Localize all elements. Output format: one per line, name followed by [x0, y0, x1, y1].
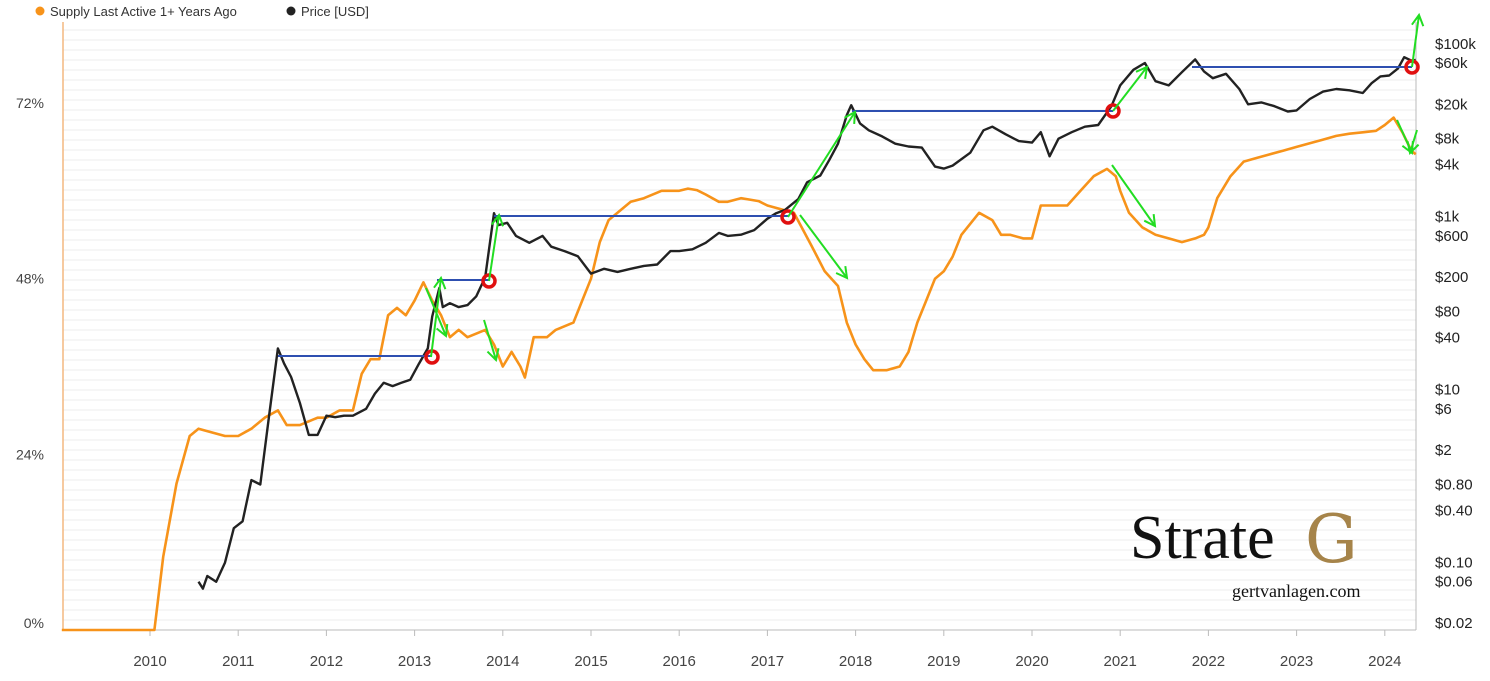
y-right-tick-label: $1k — [1435, 209, 1460, 226]
x-tick-label: 2015 — [574, 653, 607, 670]
x-tick-label: 2021 — [1104, 653, 1137, 670]
watermark-logo: Strate G gertvanlagen.com — [1130, 501, 1360, 601]
y-right-tick-label: $0.40 — [1435, 503, 1473, 520]
logo-brand: Strate — [1130, 504, 1275, 572]
logo-brand-g: G — [1305, 501, 1358, 578]
x-tick-label: 2022 — [1192, 653, 1225, 670]
y-right-tick-label: $4k — [1435, 157, 1460, 174]
trend-arrow — [1411, 12, 1425, 68]
price-series-layer — [197, 56, 1416, 590]
y-right-tick-label: $80 — [1435, 304, 1460, 321]
annotation-layer — [278, 12, 1425, 365]
y-right-tick-label: $60k — [1435, 55, 1468, 72]
y-right-tick-label: $0.80 — [1435, 476, 1473, 493]
x-tick-label: 2024 — [1368, 653, 1401, 670]
x-tick-label: 2014 — [486, 653, 519, 670]
supply-series-layer — [61, 116, 1417, 632]
trend-arrow — [1406, 129, 1420, 155]
y-right-tick-label: $0.02 — [1435, 615, 1473, 632]
trend-arrow — [787, 110, 857, 218]
x-tick-label: 2023 — [1280, 653, 1313, 670]
x-tick-label: 2016 — [663, 653, 696, 670]
x-tick-label: 2019 — [927, 653, 960, 670]
trend-arrow — [1111, 164, 1157, 228]
x-tick-label: 2020 — [1015, 653, 1048, 670]
legend-swatch — [35, 6, 45, 16]
y-left-tick-label: 48% — [16, 271, 44, 287]
y-right-tick-label: $2 — [1435, 442, 1452, 459]
legend: Supply Last Active 1+ Years Ago Price [US… — [35, 4, 369, 19]
legend-label: Price [USD] — [301, 4, 369, 19]
y-left-tick-label: 72% — [16, 95, 44, 111]
y-right-tick-label: $0.10 — [1435, 555, 1473, 572]
trend-arrow — [425, 287, 449, 338]
legend-item[interactable]: Price [USD] — [286, 4, 369, 19]
y-right-tick-label: $20k — [1435, 96, 1468, 113]
x-tick-label: 2012 — [310, 653, 343, 670]
trend-arrow — [488, 212, 505, 282]
x-tick-label: 2011 — [222, 653, 254, 670]
trend-arrow — [1112, 65, 1149, 112]
y-right-tick-label: $100k — [1435, 36, 1476, 53]
y-right-tick-label: $8k — [1435, 131, 1460, 148]
y-right-tick-label: $200 — [1435, 269, 1468, 286]
y-right-tick-label: $600 — [1435, 228, 1468, 245]
y-right-tick-label: $0.06 — [1435, 574, 1473, 591]
y-left-tick-label: 24% — [16, 446, 44, 462]
breakout-marker — [1105, 103, 1121, 119]
price-line — [197, 56, 1416, 590]
breakout-marker — [780, 209, 796, 225]
x-tick-label: 2017 — [751, 653, 784, 670]
legend-label: Supply Last Active 1+ Years Ago — [50, 4, 237, 19]
legend-swatch — [286, 6, 296, 16]
trend-arrow — [430, 275, 447, 358]
y-left-tick-label: 0% — [24, 615, 44, 631]
y-right-tick-label: $6 — [1435, 401, 1452, 418]
y-right-tick-label: $10 — [1435, 382, 1460, 399]
supply-line — [61, 116, 1417, 632]
axis-layer: 0% 24% 48% 72% $0.02 $0.06 $0.10 $0.40 $0.80 $2 $6… — [16, 22, 1476, 670]
y-right-tick-label: $40 — [1435, 330, 1460, 347]
trend-arrow — [799, 214, 849, 280]
x-tick-label: 2013 — [398, 653, 431, 670]
x-tick-label: 2010 — [133, 653, 166, 670]
legend-item[interactable]: Supply Last Active 1+ Years Ago — [35, 4, 237, 19]
trend-arrow — [483, 319, 500, 362]
x-tick-label: 2018 — [839, 653, 872, 670]
logo-url: gertvanlagen.com — [1232, 581, 1360, 601]
